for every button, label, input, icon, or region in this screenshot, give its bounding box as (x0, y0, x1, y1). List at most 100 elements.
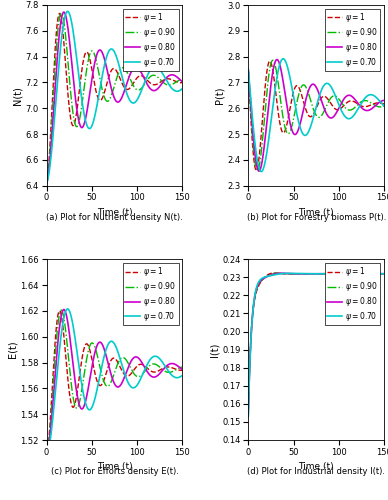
$\psi = 0.80$ (279, 270, 284, 276)
$\psi = 0.70$ (378, 98, 383, 104)
$\psi = 0.70$ (107, 340, 111, 346)
$\psi = 0.80$ (151, 374, 156, 380)
$\psi = 0.90$ (246, 410, 251, 416)
$\psi = 0.90$ (176, 366, 181, 372)
$\psi = 0.80$ (44, 180, 49, 186)
$\psi = 0.90$ (308, 270, 313, 276)
$\psi = 0.70$ (51, 128, 56, 134)
Legend: $\psi = 1$, $\psi = 0.90$, $\psi = 0.80$, $\psi = 0.70$: $\psi = 1$, $\psi = 0.90$, $\psi = 0.80$… (123, 9, 178, 71)
$\psi = 1$ (246, 66, 251, 72)
$\psi = 0.80$ (176, 364, 181, 370)
$\psi = 1$ (246, 408, 251, 414)
$\psi = 0.90$ (151, 72, 156, 78)
$\psi = 0.70$ (353, 110, 358, 116)
$\psi = 1$ (353, 100, 358, 105)
$\psi = 1$ (382, 101, 386, 107)
Line: $\psi = 0.80$: $\psi = 0.80$ (47, 12, 182, 183)
$\psi = 0.90$ (59, 307, 64, 313)
$\psi = 0.90$ (51, 378, 56, 384)
Line: $\psi = 0.70$: $\psi = 0.70$ (248, 59, 384, 172)
$\psi = 1$ (180, 368, 185, 374)
$\psi = 0.70$ (176, 374, 181, 380)
$\psi = 0.80$ (312, 82, 317, 88)
$\psi = 0.80$ (253, 291, 258, 297)
$\psi = 0.70$ (378, 270, 383, 276)
$\psi = 1$ (253, 294, 258, 300)
Line: $\psi = 0.80$: $\psi = 0.80$ (47, 310, 182, 457)
$\psi = 1$ (253, 165, 258, 171)
$\psi = 0.90$ (176, 78, 181, 84)
$\psi = 0.70$ (180, 86, 185, 91)
$\psi = 0.70$ (378, 270, 383, 276)
$\psi = 0.80$ (246, 66, 251, 72)
$\psi = 1$ (51, 364, 56, 370)
$\psi = 1$ (312, 109, 317, 115)
Line: $\psi = 0.90$: $\psi = 0.90$ (47, 310, 182, 457)
$\psi = 1$ (151, 82, 156, 87)
$\psi = 0.70$ (176, 88, 181, 94)
$\psi = 0.90$ (378, 104, 383, 110)
$\psi = 0.80$ (180, 366, 185, 372)
$\psi = 0.90$ (353, 104, 358, 110)
$\psi = 0.80$ (382, 98, 386, 103)
$\psi = 1$ (378, 270, 383, 276)
Text: (c) Plot for Efforts density E(t).: (c) Plot for Efforts density E(t). (50, 468, 178, 476)
Line: $\psi = 0.90$: $\psi = 0.90$ (47, 12, 182, 183)
$\psi = 1$ (378, 100, 383, 106)
$\psi = 1$ (107, 73, 111, 79)
$\psi = 0.70$ (110, 46, 115, 52)
$\psi = 0.70$ (176, 88, 181, 94)
$\psi = 0.90$ (151, 361, 156, 367)
$\psi = 0.80$ (61, 9, 66, 15)
$\psi = 0.90$ (275, 270, 279, 276)
$\psi = 0.70$ (246, 414, 251, 420)
Line: $\psi = 1$: $\psi = 1$ (47, 14, 182, 183)
$\psi = 0.80$ (44, 454, 49, 460)
$\psi = 0.90$ (51, 92, 56, 98)
Line: $\psi = 0.90$: $\psi = 0.90$ (248, 60, 384, 171)
Text: (d) Plot for Industrial density I(t).: (d) Plot for Industrial density I(t). (247, 468, 385, 476)
$\psi = 0.70$ (378, 99, 383, 105)
$\psi = 0.90$ (378, 270, 383, 276)
$\psi = 0.90$ (180, 364, 185, 370)
$\psi = 0.80$ (107, 76, 111, 82)
Legend: $\psi = 1$, $\psi = 0.90$, $\psi = 0.80$, $\psi = 0.70$: $\psi = 1$, $\psi = 0.90$, $\psi = 0.80$… (324, 263, 380, 326)
$\psi = 1$ (176, 80, 181, 86)
$\psi = 1$ (378, 100, 383, 106)
$\psi = 1$ (176, 367, 181, 373)
$\psi = 0.70$ (253, 290, 258, 296)
Line: $\psi = 1$: $\psi = 1$ (248, 273, 384, 411)
$\psi = 1$ (176, 367, 181, 373)
$\psi = 0.80$ (378, 99, 383, 105)
$\psi = 0.90$ (382, 104, 386, 110)
$\psi = 0.90$ (382, 270, 386, 276)
$\psi = 0.90$ (246, 66, 251, 72)
Y-axis label: E(t): E(t) (7, 341, 17, 358)
$\psi = 0.70$ (353, 270, 358, 276)
$\psi = 0.80$ (353, 270, 358, 276)
$\psi = 0.70$ (65, 306, 70, 312)
$\psi = 1$ (382, 270, 386, 276)
$\psi = 0.80$ (51, 109, 56, 115)
Line: $\psi = 0.80$: $\psi = 0.80$ (248, 273, 384, 414)
$\psi = 1$ (254, 168, 259, 173)
$\psi = 0.80$ (51, 392, 56, 398)
$\psi = 0.90$ (110, 375, 115, 381)
$\psi = 0.70$ (308, 271, 313, 277)
Line: $\psi = 0.80$: $\psi = 0.80$ (248, 60, 384, 171)
$\psi = 0.90$ (378, 104, 383, 110)
$\psi = 1$ (57, 10, 62, 16)
$\psi = 1$ (267, 58, 272, 64)
$\psi = 0.70$ (286, 270, 291, 276)
$\psi = 1$ (44, 454, 49, 460)
$\psi = 1$ (353, 270, 358, 276)
$\psi = 0.90$ (308, 98, 313, 104)
$\psi = 0.90$ (270, 58, 275, 64)
$\psi = 0.80$ (110, 90, 115, 96)
$\psi = 0.70$ (312, 110, 317, 116)
X-axis label: Time (t): Time (t) (298, 208, 334, 217)
$\psi = 0.80$ (378, 270, 383, 276)
$\psi = 0.70$ (312, 271, 317, 277)
$\psi = 0.90$ (107, 97, 111, 103)
$\psi = 0.80$ (275, 56, 279, 62)
